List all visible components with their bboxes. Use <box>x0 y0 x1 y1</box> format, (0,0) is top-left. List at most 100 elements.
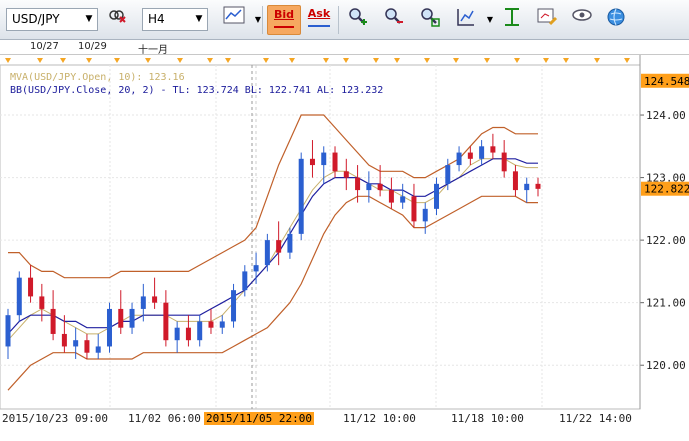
candle-body <box>490 146 496 153</box>
bb-lower-line <box>7 195 538 391</box>
candle-body <box>242 271 248 291</box>
top-price-badge-bg <box>641 73 689 88</box>
event-marker <box>563 58 569 63</box>
candle-body <box>174 327 180 341</box>
event-marker <box>145 58 151 63</box>
mva-legend: MVA(USD/JPY.Open, 10): 123.16 <box>10 72 185 83</box>
top-date-label: 10/29 <box>78 41 107 52</box>
candle-body <box>343 171 349 178</box>
candle-body <box>276 240 282 253</box>
bb-upper-line <box>8 114 538 279</box>
event-marker <box>594 58 600 63</box>
bid-indicator <box>274 26 294 28</box>
candle-body <box>411 196 417 222</box>
chart-properties-icon[interactable] <box>533 6 561 34</box>
candle-body <box>106 308 112 347</box>
candle-body <box>140 296 146 309</box>
symbol-select[interactable]: USD/JPY ▼ <box>6 8 98 31</box>
candle-body <box>16 277 22 316</box>
candle-body <box>95 346 101 353</box>
timeframe-value: H4 <box>148 12 165 26</box>
price-chart[interactable]: 124.00 123.00 122.00 121.00 120.00 124.548 122… <box>0 55 689 413</box>
event-marker <box>177 58 183 63</box>
zoom-in-icon[interactable] <box>344 6 372 34</box>
candle-body <box>388 190 394 203</box>
event-marker <box>5 58 11 63</box>
indicator-icon[interactable] <box>452 6 480 34</box>
candle-body <box>219 321 225 328</box>
candle-body <box>501 152 507 172</box>
globe-icon[interactable] <box>602 6 630 34</box>
chart-type-icon[interactable] <box>220 6 248 34</box>
time-axis-label: 11/22 14:00 <box>559 412 632 425</box>
candle-body <box>84 340 90 353</box>
candle-body <box>422 208 428 222</box>
event-marker <box>207 58 213 63</box>
candle-body <box>512 171 518 191</box>
candle-body <box>332 152 338 172</box>
chevron-down-icon: ▼ <box>85 14 93 24</box>
price-tick-label: 123.00 <box>646 172 686 185</box>
candle-body <box>118 308 124 328</box>
candle-body <box>152 296 158 303</box>
event-marker <box>60 58 66 63</box>
current-price-badge: 122.822 <box>644 183 689 196</box>
event-marker <box>484 58 490 63</box>
candle-body <box>366 183 372 191</box>
candle-body <box>73 340 79 347</box>
candle-body <box>377 183 383 191</box>
time-axis-label: 11/12 10:00 <box>343 412 416 425</box>
candle-body <box>321 152 327 166</box>
top-date-label: 10/27 <box>30 41 59 52</box>
candle-body <box>39 296 45 309</box>
candle-body <box>298 158 304 234</box>
candle-body <box>400 196 406 203</box>
price-tick-label: 122.00 <box>646 234 686 247</box>
event-marker <box>114 58 120 63</box>
timeframe-select[interactable]: H4 ▼ <box>142 8 208 31</box>
event-marker <box>394 58 400 63</box>
event-marker <box>424 58 430 63</box>
event-marker <box>323 58 329 63</box>
plot-frame <box>0 64 641 410</box>
candle-body <box>467 152 473 159</box>
candle-body <box>355 177 361 191</box>
event-marker <box>37 58 43 63</box>
zoom-fit-icon[interactable] <box>416 6 444 34</box>
symbol-value: USD/JPY <box>12 12 60 26</box>
ask-label: Ask <box>307 7 331 20</box>
candle-body <box>208 321 214 328</box>
candle-body <box>264 240 270 266</box>
candle-body <box>28 277 34 297</box>
event-marker <box>453 58 459 63</box>
time-axis-label: 11/18 10:00 <box>451 412 524 425</box>
time-axis: 2015/10/23 09:00 11/02 06:00 2015/11/05 … <box>0 410 689 441</box>
candle-body <box>309 158 315 166</box>
top-price-badge: 124.548 <box>644 75 689 88</box>
candle-body <box>185 327 191 341</box>
chevron-down-icon[interactable]: ▼ <box>254 15 262 24</box>
time-axis-label: 2015/10/23 09:00 <box>2 412 108 425</box>
chevron-down-icon: ▼ <box>195 14 203 24</box>
bid-button[interactable]: Bid <box>267 5 301 35</box>
chevron-down-icon[interactable]: ▼ <box>486 15 494 24</box>
period-separator-icon[interactable] <box>498 6 526 34</box>
toolbar: USD/JPY ▼ H4 ▼ ▼ Bid Ask ▼ <box>0 0 689 40</box>
bb-legend: BB(USD/JPY.Close, 20, 2) - TL: 123.724 B… <box>10 85 384 96</box>
event-marker <box>373 58 379 63</box>
candle-body <box>287 233 293 253</box>
candle-body <box>479 146 485 159</box>
candle-body <box>5 315 11 347</box>
candle-body <box>50 308 56 334</box>
zoom-out-icon[interactable] <box>380 6 408 34</box>
remove-symbol-icon[interactable] <box>103 6 131 34</box>
show-hide-icon[interactable] <box>568 6 596 34</box>
ask-button[interactable]: Ask <box>302 5 336 35</box>
event-marker <box>624 58 630 63</box>
candle-body <box>253 265 259 272</box>
toolbar-separator <box>338 6 339 34</box>
event-marker <box>263 58 269 63</box>
price-tick-label: 121.00 <box>646 297 686 310</box>
chart-canvas[interactable]: 124.00 123.00 122.00 121.00 120.00 124.548 122… <box>0 55 689 410</box>
price-tick-label: 124.00 <box>646 109 686 122</box>
